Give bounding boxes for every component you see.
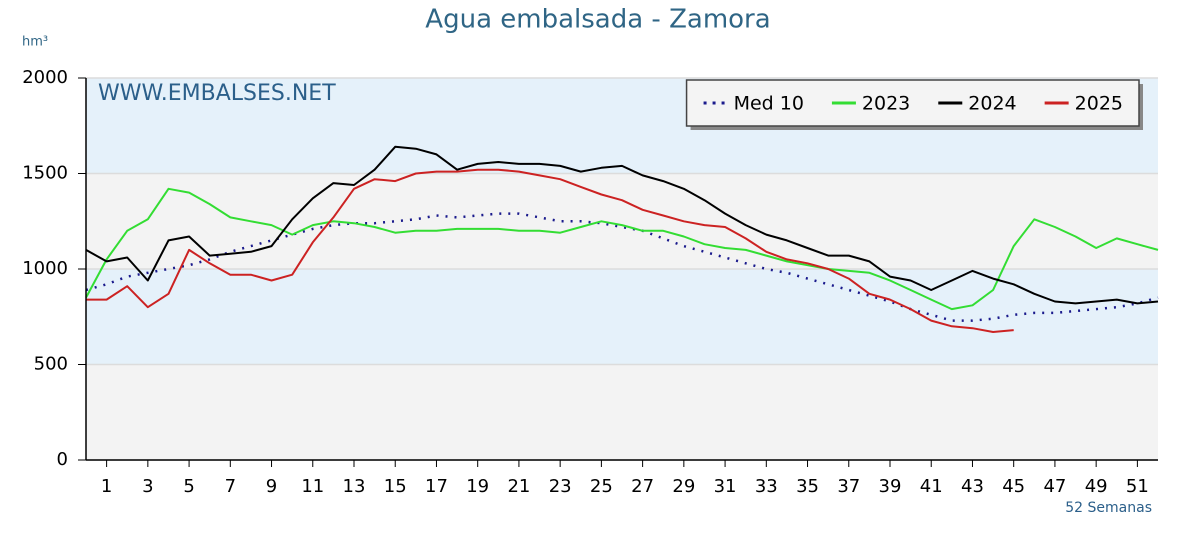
- x-tick-label: 7: [225, 476, 236, 497]
- y-tick-label: 2000: [22, 67, 68, 88]
- y-tick-label: 1000: [22, 258, 68, 279]
- plot-band: [86, 364, 1158, 460]
- x-tick-label: 35: [796, 476, 819, 497]
- y-tick-label: 0: [57, 449, 68, 470]
- plot-band: [86, 173, 1158, 269]
- x-tick-label: 31: [714, 476, 737, 497]
- x-tick-label: 29: [672, 476, 695, 497]
- legend-label: 2025: [1075, 93, 1123, 115]
- series-line: [86, 168, 1014, 333]
- y-unit: hm³: [22, 35, 48, 50]
- x-tick-label: 9: [266, 476, 277, 497]
- x-tick-label: 19: [466, 476, 489, 497]
- x-tick-label: 43: [961, 476, 984, 497]
- x-tick-label: 39: [879, 476, 902, 497]
- series-line: [85, 187, 1159, 311]
- legend-label: 2024: [968, 93, 1016, 115]
- x-tick-label: 3: [142, 476, 153, 497]
- x-tick-label: 17: [425, 476, 448, 497]
- x-tick-label: 11: [301, 476, 324, 497]
- series-line: [85, 145, 1159, 305]
- y-tick-label: 1500: [22, 163, 68, 184]
- legend-label: Med 10: [734, 93, 804, 115]
- x-tick-label: 51: [1126, 476, 1149, 497]
- x-tick-label: 41: [920, 476, 943, 497]
- x-tick-label: 37: [837, 476, 860, 497]
- x-tick-label: 15: [384, 476, 407, 497]
- x-tick-label: 47: [1043, 476, 1066, 497]
- x-tick-label: 33: [755, 476, 778, 497]
- x-tick-label: 23: [549, 476, 572, 497]
- plot-band: [86, 269, 1158, 365]
- x-axis-label: 52 Semanas: [1065, 500, 1152, 516]
- x-tick-label: 13: [343, 476, 366, 497]
- watermark: WWW.EMBALSES.NET: [98, 81, 336, 106]
- x-tick-label: 25: [590, 476, 613, 497]
- x-tick-label: 1: [101, 476, 112, 497]
- legend-label: 2023: [862, 93, 910, 115]
- chart-title: Agua embalsada - Zamora: [425, 5, 770, 35]
- y-tick-label: 500: [34, 354, 68, 375]
- legend: Med 10 2023 2024 2025: [685, 79, 1143, 130]
- x-tick-label: 5: [183, 476, 194, 497]
- x-tick-label: 27: [631, 476, 654, 497]
- x-tick-label: 49: [1085, 476, 1108, 497]
- x-tick-label: 45: [1002, 476, 1025, 497]
- x-tick-label: 21: [507, 476, 530, 497]
